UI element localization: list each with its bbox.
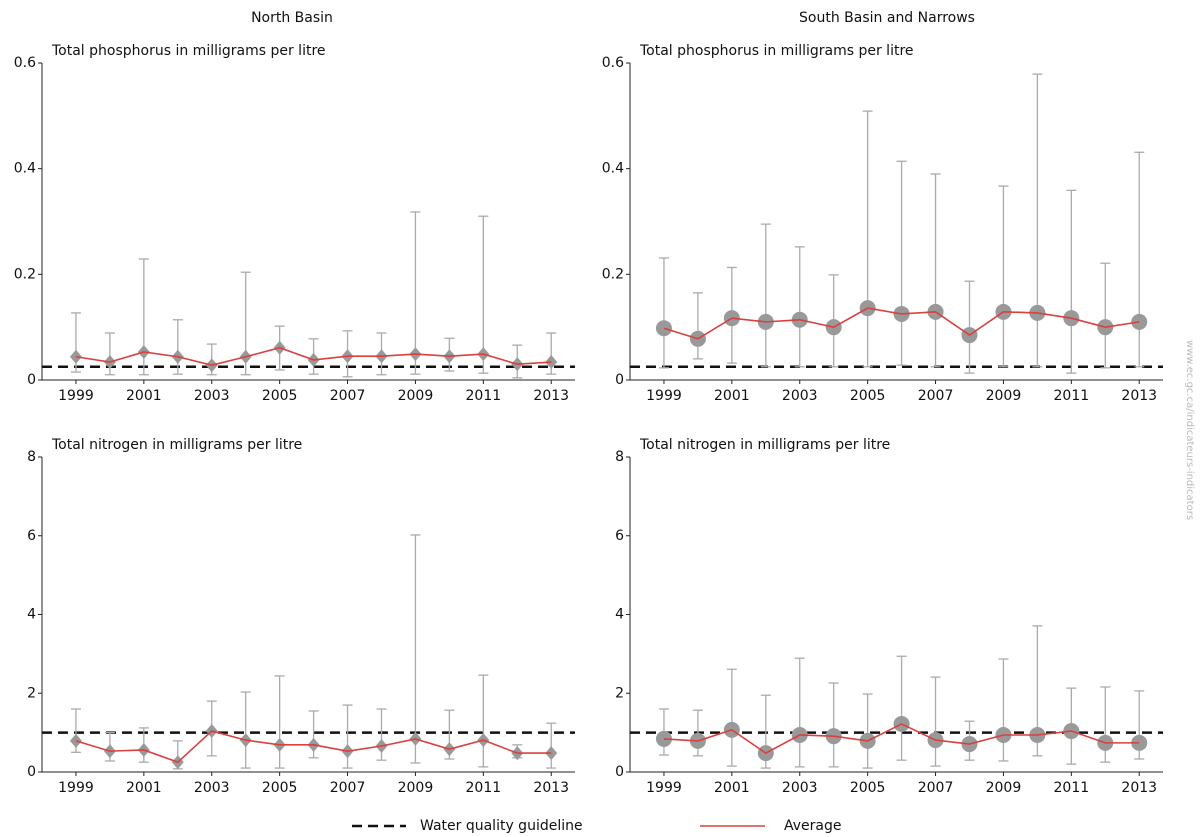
y-tick-label: 2 <box>27 685 36 701</box>
y-tick-label: 0 <box>27 372 36 388</box>
subtitle: Total nitrogen in milligrams per litre <box>51 437 302 453</box>
y-tick-label: 4 <box>615 607 624 623</box>
x-tick-label: 2003 <box>782 388 818 404</box>
x-tick-label: 2003 <box>782 780 818 796</box>
x-tick-label: 2013 <box>1121 388 1157 404</box>
legend-label: Average <box>784 818 842 834</box>
average-line <box>75 346 552 367</box>
y-tick-label: 0 <box>27 764 36 780</box>
x-tick-label: 2003 <box>194 388 230 404</box>
y-tick-label: 2 <box>615 685 624 701</box>
y-tick-label: 8 <box>615 449 624 465</box>
y-tick-label: 8 <box>27 449 36 465</box>
column-title: North Basin <box>251 10 333 26</box>
x-tick-label: 2013 <box>533 388 569 404</box>
x-tick-label: 2009 <box>986 388 1022 404</box>
y-tick-label: 0.6 <box>602 55 624 71</box>
y-tick-label: 0 <box>615 372 624 388</box>
x-tick-label: 2013 <box>1121 780 1157 796</box>
x-tick-label: 2003 <box>194 780 230 796</box>
subtitle: Total nitrogen in milligrams per litre <box>639 437 890 453</box>
y-tick-label: 0.4 <box>14 161 36 177</box>
x-tick-label: 2001 <box>126 780 162 796</box>
y-tick-label: 0.6 <box>14 55 36 71</box>
x-tick-label: 2011 <box>466 388 502 404</box>
legend-label: Water quality guideline <box>420 818 583 834</box>
average-line <box>75 730 552 764</box>
y-tick-label: 0.2 <box>602 266 624 282</box>
x-tick-label: 2001 <box>714 388 750 404</box>
x-tick-label: 1999 <box>58 388 94 404</box>
watermark: www.ec.gc.ca/indicateurs-indicators <box>1184 340 1195 520</box>
x-tick-label: 2007 <box>918 388 954 404</box>
subtitle: Total phosphorus in milligrams per litre <box>639 43 914 59</box>
x-tick-label: 2005 <box>262 388 298 404</box>
y-tick-label: 6 <box>615 528 624 544</box>
y-tick-label: 0.2 <box>14 266 36 282</box>
x-tick-label: 2009 <box>398 780 434 796</box>
x-tick-label: 2005 <box>850 780 886 796</box>
x-tick-label: 2009 <box>986 780 1022 796</box>
x-tick-label: 2007 <box>918 780 954 796</box>
x-tick-label: 1999 <box>646 388 682 404</box>
x-tick-label: 2011 <box>466 780 502 796</box>
average-line <box>663 723 1140 755</box>
x-tick-label: 2013 <box>533 780 569 796</box>
x-tick-label: 2001 <box>126 388 162 404</box>
average-line <box>663 307 1140 340</box>
x-tick-label: 2007 <box>330 388 366 404</box>
y-tick-label: 0.4 <box>602 161 624 177</box>
column-title: South Basin and Narrows <box>799 10 975 26</box>
y-tick-label: 6 <box>27 528 36 544</box>
x-tick-label: 1999 <box>58 780 94 796</box>
x-tick-label: 2001 <box>714 780 750 796</box>
x-tick-label: 2011 <box>1054 780 1090 796</box>
x-tick-label: 2005 <box>262 780 298 796</box>
x-tick-label: 2011 <box>1054 388 1090 404</box>
y-tick-label: 0 <box>615 764 624 780</box>
x-tick-label: 2009 <box>398 388 434 404</box>
subtitle: Total phosphorus in milligrams per litre <box>51 43 326 59</box>
x-tick-label: 1999 <box>646 780 682 796</box>
y-tick-label: 4 <box>27 607 36 623</box>
x-tick-label: 2007 <box>330 780 366 796</box>
x-tick-label: 2005 <box>850 388 886 404</box>
